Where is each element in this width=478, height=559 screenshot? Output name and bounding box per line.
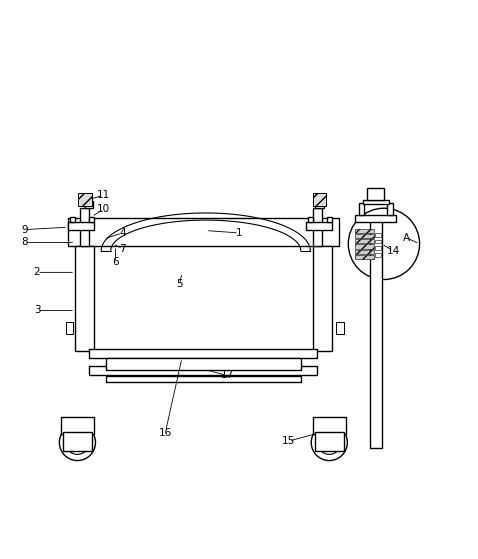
Bar [85, 201, 93, 208]
Bar [315, 432, 344, 451]
Bar [375, 253, 381, 257]
Bar [78, 192, 92, 206]
Bar [369, 220, 381, 448]
Text: 2: 2 [34, 267, 40, 277]
Bar [63, 432, 92, 451]
Bar [89, 217, 94, 222]
Text: 8: 8 [21, 238, 28, 248]
Bar [356, 239, 374, 243]
Bar [80, 208, 89, 246]
Bar [313, 208, 322, 246]
Text: A: A [403, 233, 410, 243]
Text: 9: 9 [21, 225, 28, 235]
Bar [362, 200, 389, 205]
Bar [356, 244, 374, 249]
Bar [356, 249, 374, 254]
Text: 14: 14 [387, 246, 400, 256]
Bar [356, 215, 396, 222]
Bar [305, 222, 332, 230]
Bar [70, 217, 75, 222]
Bar [313, 246, 332, 351]
Bar [61, 418, 94, 434]
Bar [89, 366, 317, 375]
Bar [106, 358, 301, 370]
Bar [387, 203, 393, 215]
Text: 1: 1 [236, 228, 242, 238]
Bar [68, 217, 339, 246]
Text: 4: 4 [119, 228, 126, 238]
Bar [313, 192, 326, 206]
Bar [75, 246, 94, 351]
Text: 16: 16 [159, 428, 172, 438]
Text: 15: 15 [282, 436, 295, 446]
Text: 3: 3 [34, 305, 40, 315]
Text: 6: 6 [112, 257, 119, 267]
Bar [65, 323, 73, 334]
Text: 11: 11 [97, 190, 110, 200]
Bar [327, 217, 332, 222]
Bar [68, 222, 94, 230]
Bar [375, 240, 381, 243]
Bar [337, 323, 344, 334]
Bar [356, 255, 374, 259]
Text: 7: 7 [119, 244, 126, 254]
Bar [356, 234, 374, 238]
Bar [315, 201, 324, 208]
Bar [313, 418, 346, 434]
Bar [375, 233, 381, 236]
Bar [375, 246, 381, 250]
Bar [89, 349, 317, 358]
Bar [106, 376, 301, 382]
Text: 5: 5 [176, 280, 183, 289]
Bar [308, 217, 313, 222]
Bar [359, 203, 364, 215]
Text: 10: 10 [97, 204, 110, 214]
Bar [356, 229, 374, 233]
Text: 17: 17 [220, 371, 234, 381]
Bar [367, 188, 384, 200]
